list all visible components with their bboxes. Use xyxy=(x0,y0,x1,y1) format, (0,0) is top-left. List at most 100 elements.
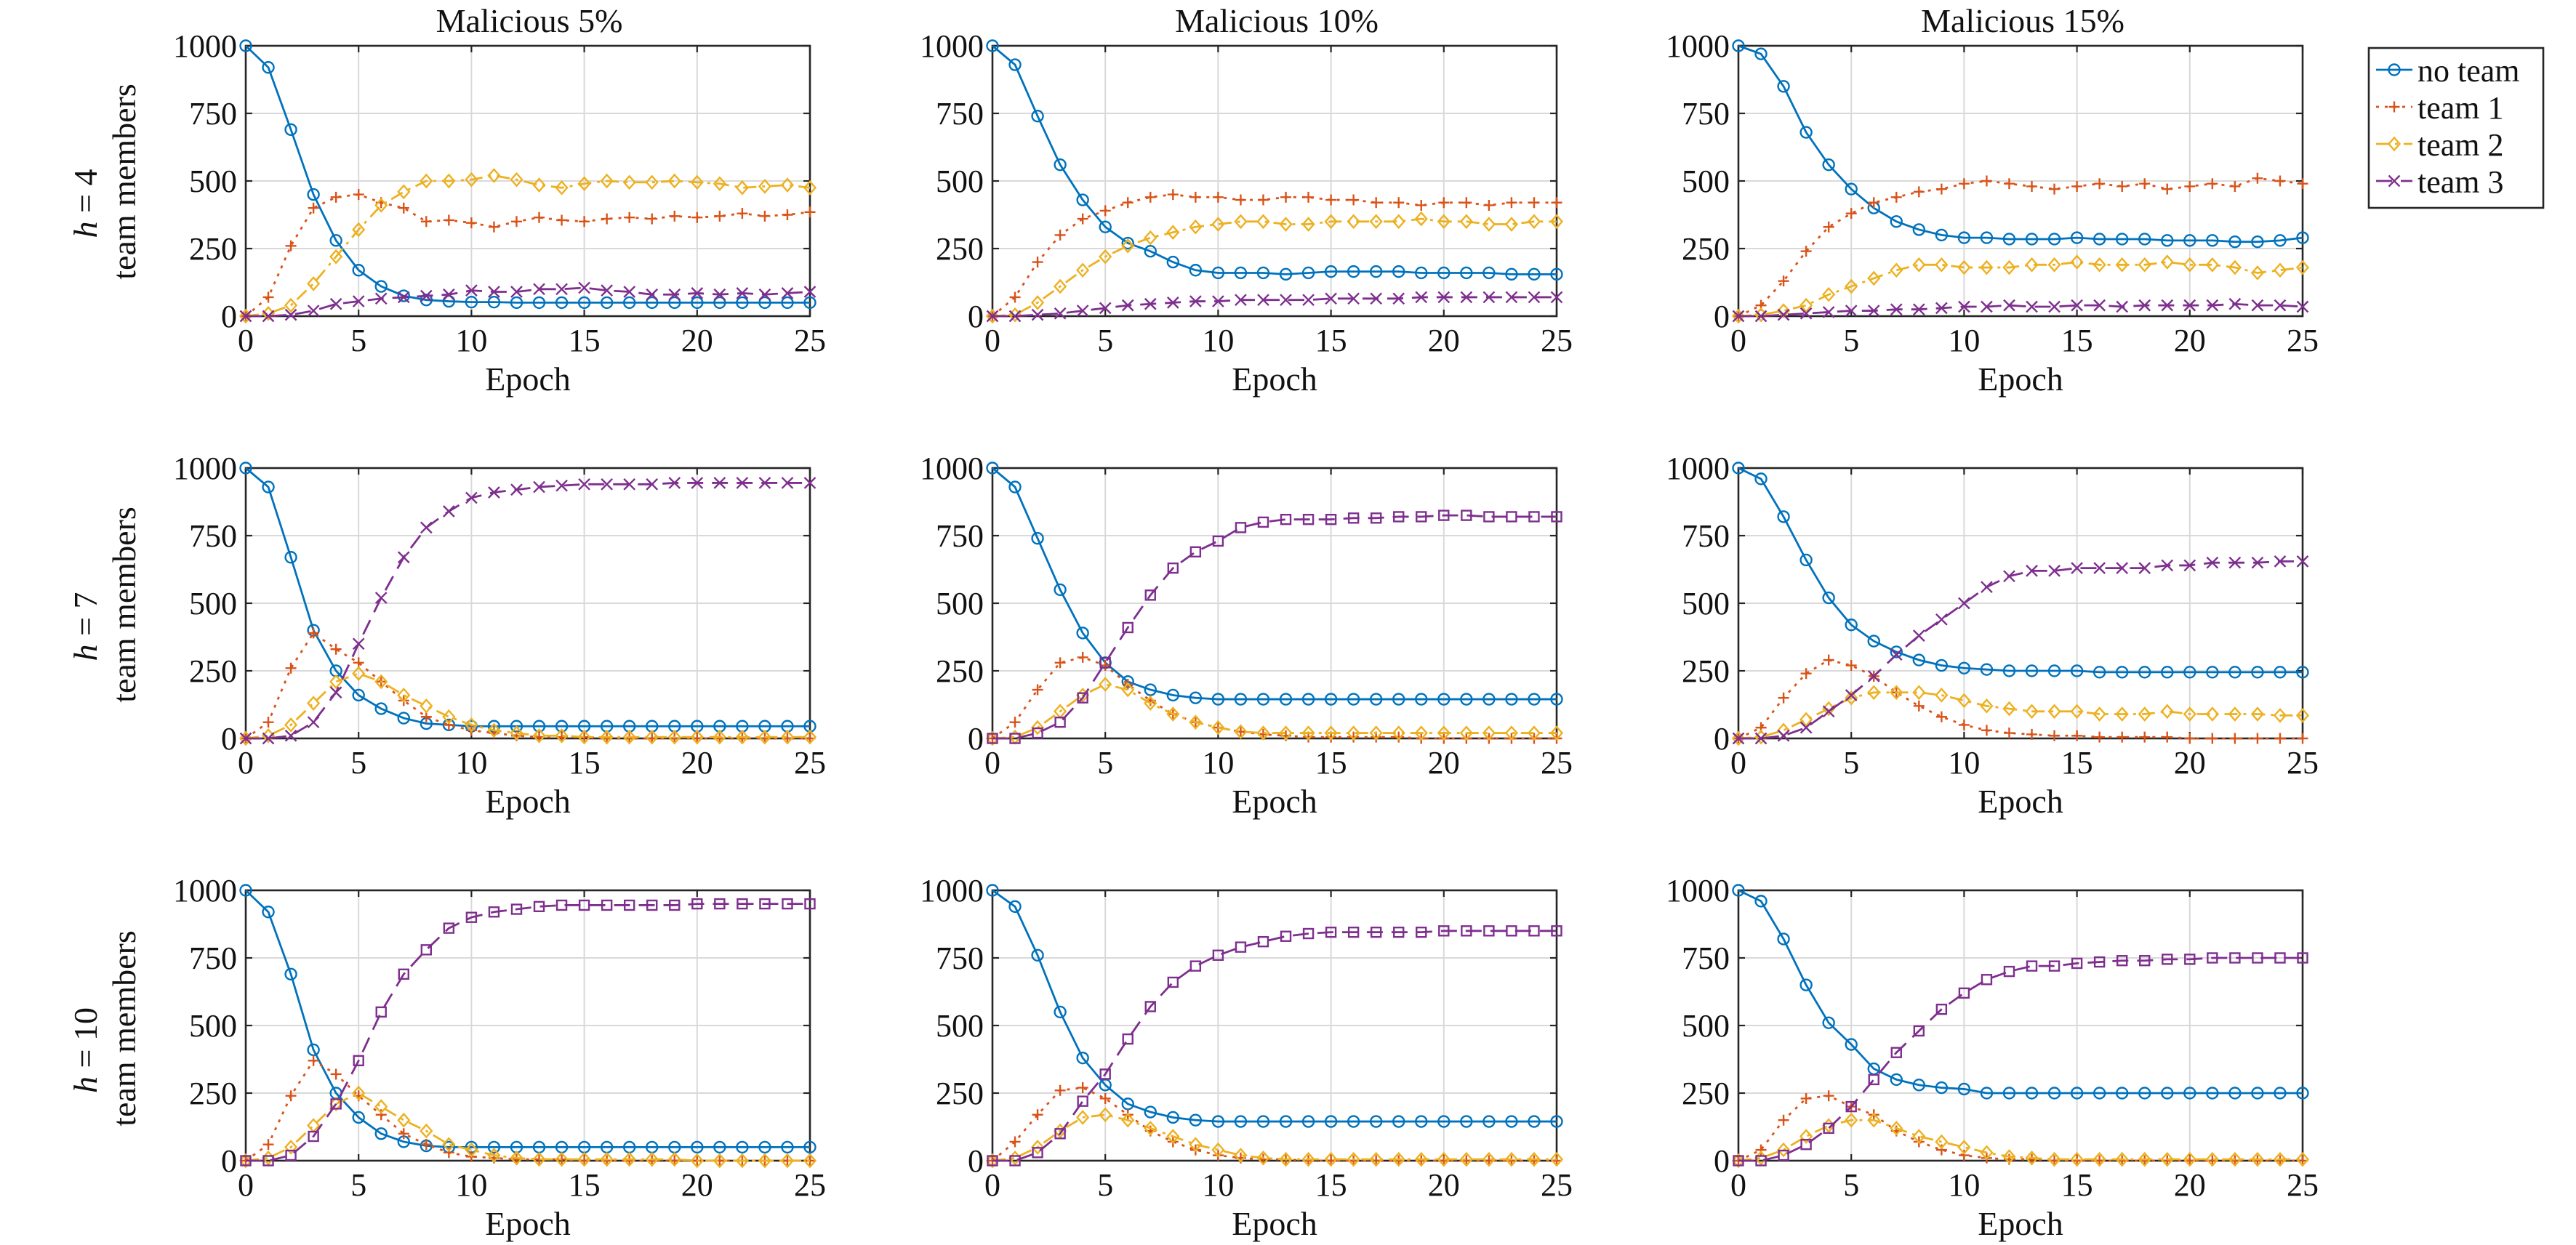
data-point-team-1 xyxy=(1393,197,1405,209)
data-point-no-team xyxy=(1912,653,1926,666)
data-point-no-team xyxy=(2070,231,2084,244)
data-point-team-3 xyxy=(1077,692,1088,704)
row-label-h4-var: h xyxy=(67,221,104,238)
data-point-no-team xyxy=(1121,236,1134,250)
data-point-team-3 xyxy=(1551,511,1562,523)
data-point-team-1 xyxy=(398,202,409,214)
data-point-team-3 xyxy=(510,286,523,298)
series-team-1 xyxy=(1733,1090,2308,1167)
data-point-team-1 xyxy=(1981,725,1992,736)
data-point-no-team xyxy=(1777,510,1790,523)
x-tick-label: 5 xyxy=(1097,745,1113,781)
data-point-team-2 xyxy=(1234,1148,1248,1163)
data-point-team-1 xyxy=(691,211,703,223)
y-tick-label: 250 xyxy=(189,231,237,267)
data-point-no-team xyxy=(1392,693,1405,706)
data-point-team-3 xyxy=(465,911,478,923)
x-tick-label: 25 xyxy=(794,1167,826,1203)
row-sublabel-2: team members xyxy=(105,507,143,703)
data-point-team-2 xyxy=(2183,257,2196,273)
data-point-team-3 xyxy=(1302,513,1315,525)
data-point-team-3 xyxy=(1302,927,1315,940)
data-point-team-1 xyxy=(1167,189,1179,201)
data-point-team-1 xyxy=(308,1055,319,1066)
data-point-no-team xyxy=(2115,666,2129,679)
data-point-team-1 xyxy=(398,1128,409,1140)
y-tick-label: 1000 xyxy=(1666,28,1730,64)
x-tick-label: 10 xyxy=(455,323,487,358)
data-point-team-3 xyxy=(240,1155,252,1167)
data-point-team-3 xyxy=(2116,562,2129,574)
y-tick-label: 0 xyxy=(221,721,237,757)
data-point-no-team xyxy=(713,1140,726,1154)
data-point-team-3 xyxy=(1890,648,1903,661)
data-point-no-team xyxy=(329,234,342,247)
series-team-3 xyxy=(987,509,1562,744)
data-point-no-team xyxy=(284,551,297,564)
data-point-team-3 xyxy=(262,1155,274,1167)
data-point-team-3 xyxy=(1235,941,1247,953)
data-point-team-2 xyxy=(532,1151,546,1167)
data-point-team-1 xyxy=(1189,191,1201,203)
x-tick-label: 15 xyxy=(569,323,601,358)
legend-symbol-team-2 xyxy=(2376,136,2412,152)
data-point-team-2 xyxy=(374,198,388,213)
data-point-team-3 xyxy=(443,288,455,301)
data-point-no-team xyxy=(2093,666,2106,679)
data-point-team-3 xyxy=(1867,305,1880,317)
data-point-team-2 xyxy=(780,729,795,745)
data-point-no-team xyxy=(1505,267,1518,281)
data-point-no-team xyxy=(2251,1087,2264,1100)
data-point-team-3 xyxy=(2116,955,2128,967)
y-tick-label: 0 xyxy=(1714,299,1730,334)
data-point-team-2 xyxy=(2250,1151,2265,1167)
data-point-team-3 xyxy=(1416,511,1427,523)
data-point-team-3 xyxy=(443,922,455,934)
x-tick-label: 0 xyxy=(238,745,254,781)
data-point-team-3 xyxy=(1483,511,1495,523)
data-point-team-3 xyxy=(2161,559,2174,572)
data-point-team-3 xyxy=(2296,300,2309,313)
data-point-team-2 xyxy=(1822,286,1836,302)
data-point-no-team xyxy=(1732,39,1745,52)
data-point-team-3 xyxy=(1733,1155,1744,1167)
data-point-team-2 xyxy=(577,176,591,192)
data-point-team-3 xyxy=(2003,570,2015,583)
x-axis-label: Epoch xyxy=(1232,783,1317,820)
series-line-team-1 xyxy=(992,1087,1557,1162)
data-point-team-2 xyxy=(284,717,298,733)
data-point-team-2 xyxy=(985,1153,1000,1169)
data-point-no-team xyxy=(1347,693,1360,706)
data-point-team-3 xyxy=(2297,952,2308,964)
data-point-team-2 xyxy=(1867,685,1881,701)
data-point-no-team xyxy=(442,294,456,308)
data-point-team-1 xyxy=(2116,731,2128,743)
data-point-no-team xyxy=(1754,472,1768,485)
data-point-team-3 xyxy=(578,281,590,294)
data-point-team-2 xyxy=(487,1148,501,1163)
data-point-team-3 xyxy=(1528,511,1540,523)
data-point-team-3 xyxy=(285,1149,297,1161)
row-sublabel-1: team members xyxy=(105,84,143,280)
data-point-team-1 xyxy=(2162,731,2173,743)
data-point-team-2 xyxy=(2115,706,2129,722)
data-point-team-3 xyxy=(2026,960,2038,972)
data-point-team-2 xyxy=(329,1096,343,1112)
data-point-team-3 xyxy=(1144,589,1156,601)
y-tick-label: 0 xyxy=(1714,1143,1730,1179)
series-no-team xyxy=(1732,462,2309,679)
data-point-team-3 xyxy=(1325,292,1337,305)
data-point-team-2 xyxy=(2295,1151,2310,1167)
data-point-team-2 xyxy=(667,1151,681,1167)
data-point-team-1 xyxy=(2297,733,2308,744)
data-point-team-3 xyxy=(1777,308,1790,321)
y-tick-label: 250 xyxy=(936,1076,984,1111)
data-point-team-1 xyxy=(1890,191,1902,203)
data-point-no-team xyxy=(532,296,546,310)
data-point-team-3 xyxy=(736,287,749,299)
data-point-team-3 xyxy=(2184,954,2196,965)
data-point-no-team xyxy=(1256,693,1270,706)
data-point-team-1 xyxy=(1778,692,1789,704)
data-point-team-3 xyxy=(1935,1003,1948,1015)
